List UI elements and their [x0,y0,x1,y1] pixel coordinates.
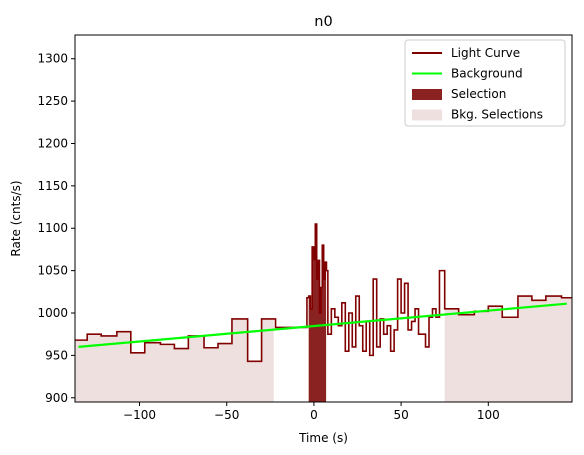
legend-label-selection: Selection [451,87,506,101]
y-tick-label: 1150 [37,179,68,193]
background-series [78,302,567,349]
y-tick-label: 1250 [37,94,68,108]
legend-label-bkg-selections: Bkg. Selections [451,108,543,122]
plot-frame [74,34,573,403]
bkg-selection-region [444,296,572,402]
y-tick-label: 1000 [37,306,68,320]
legend-swatch-bkg-selections [412,109,442,121]
x-tick-label: 0 [310,408,318,422]
y-tick-label: 950 [45,348,68,362]
chart-title: n0 [314,14,332,30]
legend-label-light-curve: Light Curve [451,46,520,60]
x-axis-ticks: −100 −50 0 50 100 [123,402,500,422]
y-axis-label: Rate (cnts/s) [9,180,23,256]
selection-region [308,224,327,402]
x-tick-label: 100 [477,408,500,422]
bkg-selection-regions [75,296,572,402]
y-axis-ticks: 900 950 1000 1050 1100 1150 1200 1250 1300 [37,52,75,405]
light-curve-line [75,223,572,363]
x-tick-label: −50 [214,408,239,422]
y-tick-label: 1200 [37,136,68,150]
bkg-selection-region [75,318,274,402]
y-tick-label: 1300 [37,52,68,66]
background-line [78,302,567,349]
y-tick-label: 1050 [37,264,68,278]
x-tick-label: −100 [123,408,156,422]
x-tick-label: 50 [393,408,408,422]
x-axis-label: Time (s) [298,431,348,445]
legend-swatch-selection [412,89,442,100]
legend-box [404,39,566,127]
legend: Light Curve Background Selection Bkg. Se… [404,39,566,127]
light-curve-series [75,223,572,363]
y-tick-label: 1100 [37,221,68,235]
y-tick-label: 900 [45,391,68,405]
selection-fill [308,224,327,402]
legend-label-background: Background [451,67,523,81]
